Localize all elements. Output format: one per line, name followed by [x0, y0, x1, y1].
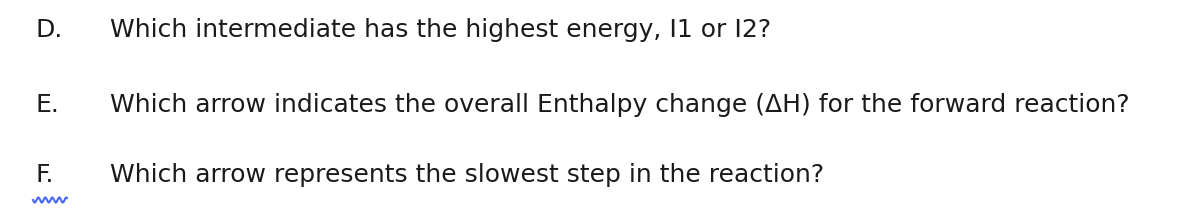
- Text: Which arrow indicates the overall Enthalpy change (ΔH) for the forward reaction?: Which arrow indicates the overall Enthal…: [110, 93, 1129, 117]
- Text: Which intermediate has the highest energy, I1 or I2?: Which intermediate has the highest energ…: [110, 18, 772, 42]
- Text: E.: E.: [35, 93, 59, 117]
- Text: D.: D.: [35, 18, 62, 42]
- Text: Which arrow represents the slowest step in the reaction?: Which arrow represents the slowest step …: [110, 163, 824, 187]
- Text: F.: F.: [35, 163, 54, 187]
